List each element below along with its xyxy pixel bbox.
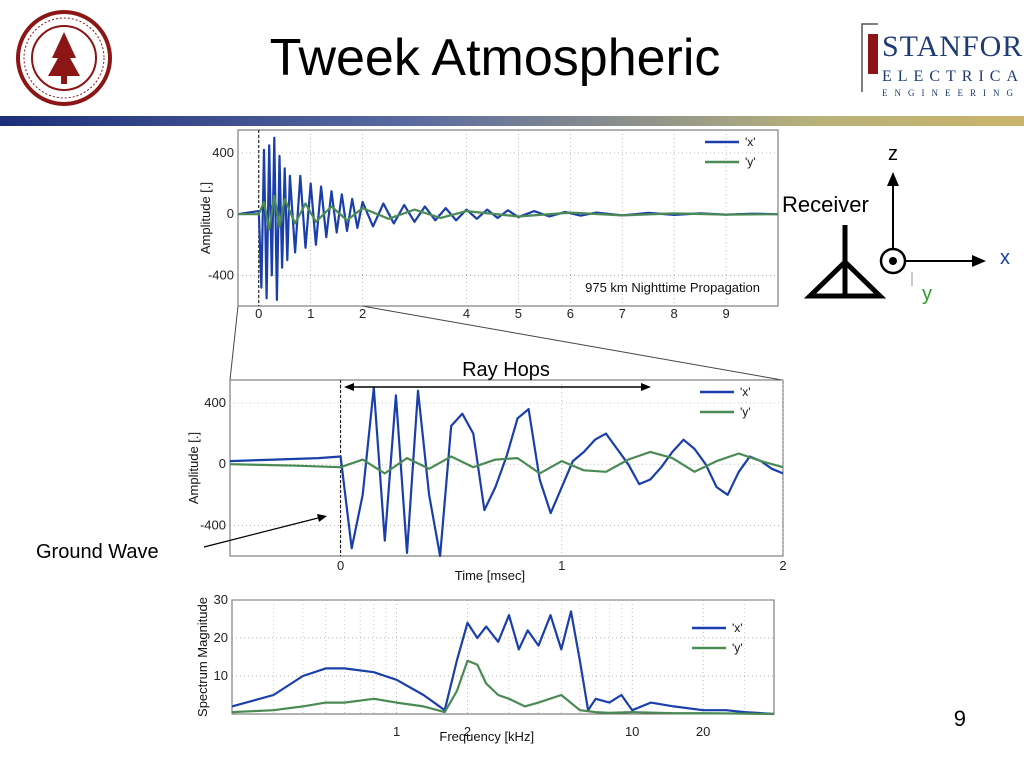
x-tick-label: 0	[337, 558, 344, 573]
axis-y-label: y	[922, 283, 932, 305]
y-tick-label: 400	[212, 145, 234, 160]
ground-wave-arrow	[203, 516, 323, 548]
logo-line2: ELECTRICAL	[882, 68, 1024, 85]
x-tick-label: 2	[779, 558, 786, 573]
axis-y-out-of-page-icon	[879, 247, 907, 275]
x-tick-label: 10	[625, 724, 639, 739]
legend-label: 'y'	[740, 405, 751, 419]
legend-label: 'x'	[740, 385, 751, 399]
x-tick-label: 4	[463, 306, 470, 321]
y-tick-label: 400	[204, 395, 226, 410]
y-axis-label: Spectrum Magnitude	[195, 597, 210, 717]
slide-title: Tweek Atmospheric	[269, 29, 721, 87]
axis-z-label: z	[888, 143, 898, 165]
y-tick-label: 10	[214, 668, 228, 683]
y-axis-label: Amplitude [.]	[198, 182, 213, 254]
x-tick-label: 1	[307, 306, 314, 321]
zoom-line-left	[229, 305, 239, 381]
x-tick-label: 1	[558, 558, 565, 573]
y-tick-label: 30	[214, 592, 228, 607]
chart-top: 0 1 2 4 5 6 7 8 9 400 0 -400 'x' 'y' Amplitude [.] 975 …	[198, 129, 779, 321]
ray-hops-arrowhead-left	[344, 383, 354, 391]
ray-hops-arrowhead-right	[641, 383, 651, 391]
chart-spectrum: 1 2 10 20 30 20 10 'x' 'y' Spectrum Magnitude Freq…	[195, 592, 775, 744]
series-line-y	[229, 450, 784, 475]
legend-label: 'x'	[745, 135, 756, 149]
x-tick-label: 5	[515, 306, 522, 321]
x-tick-label: 2	[464, 724, 471, 739]
ground-wave-arrowhead	[317, 514, 327, 522]
y-tick-label: 20	[214, 630, 228, 645]
plot-frame	[229, 379, 784, 557]
axis-x-label: x	[1000, 247, 1010, 269]
stanford-seal-logo	[14, 8, 114, 108]
y-axis-label: Amplitude [.]	[186, 432, 201, 504]
x-tick-label: 1	[393, 724, 400, 739]
stanford-ee-logo: STANFORD ELECTRICAL ENGINEERING	[858, 22, 1024, 102]
series-line-x	[229, 386, 784, 558]
legend-label: 'y'	[745, 155, 756, 169]
y-tick-label: 0	[227, 206, 234, 221]
y-tick-label: -400	[200, 517, 226, 532]
ground-wave-label: Ground Wave	[36, 541, 159, 563]
series-line-x	[231, 610, 775, 716]
receiver-label: Receiver	[782, 192, 869, 217]
series-line-y	[238, 194, 779, 231]
ray-hops-label: Ray Hops	[462, 359, 550, 381]
x-tick-label: 2	[359, 306, 366, 321]
logo-line3: ENGINEERING	[882, 88, 1020, 98]
zoom-line-right	[361, 305, 783, 381]
logo-line1: STANFORD	[882, 30, 1024, 63]
x-tick-label: 20	[696, 724, 710, 739]
y-tick-label: 0	[219, 456, 226, 471]
header-band	[0, 116, 1024, 126]
axis-x	[893, 255, 986, 267]
x-tick-label: 9	[722, 306, 729, 321]
y-tick-label: -400	[208, 267, 234, 282]
x-tick-label: 8	[671, 306, 678, 321]
x-tick-label: 0	[255, 306, 262, 321]
page-number: 9	[953, 706, 966, 731]
chart-middle: 0 1 2 400 0 -400 'x' 'y' Amplitude [.] Time [msec…	[186, 379, 787, 583]
x-axis-label: Time [msec]	[455, 568, 525, 583]
axis-z	[887, 172, 899, 248]
chart-annotation: 975 km Nighttime Propagation	[585, 280, 760, 295]
x-tick-label: 6	[567, 306, 574, 321]
x-tick-label: 7	[619, 306, 626, 321]
legend-label: 'x'	[732, 621, 743, 635]
receiver-antenna-icon	[803, 225, 887, 299]
x-axis-label: Frequency [kHz]	[439, 729, 534, 744]
legend-label: 'y'	[732, 641, 743, 655]
plot-frame	[231, 599, 775, 715]
series-line-y	[231, 659, 775, 716]
